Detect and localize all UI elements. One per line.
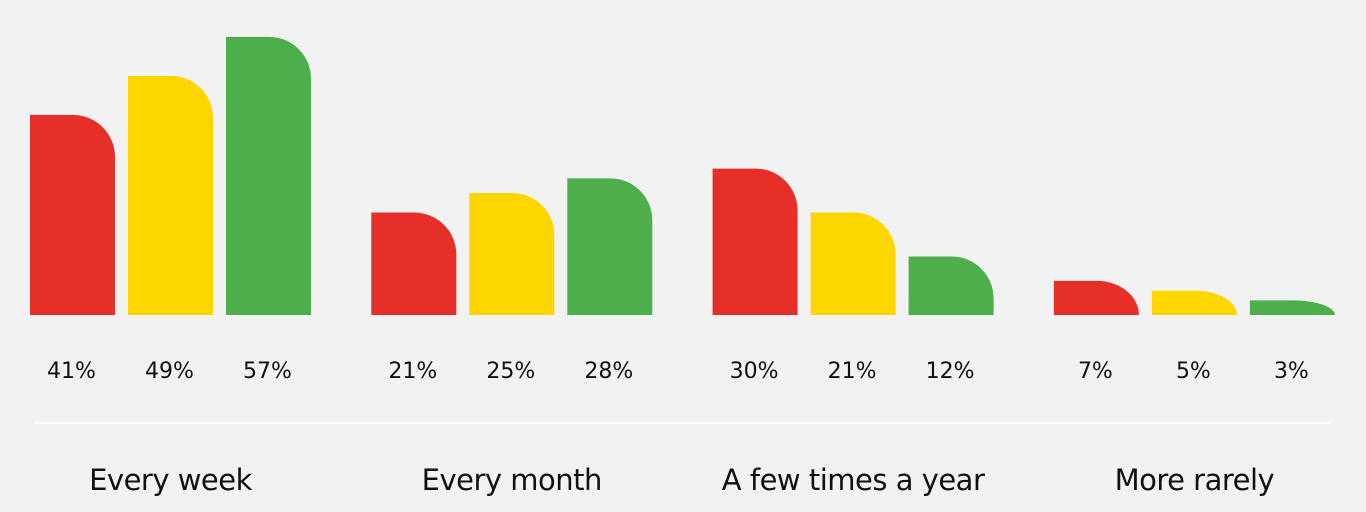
value-label: 41% xyxy=(47,359,96,384)
value-label: 28% xyxy=(584,359,633,384)
category-label: More rarely xyxy=(1115,463,1275,497)
value-label: 30% xyxy=(730,359,779,384)
bar xyxy=(226,36,311,316)
bar xyxy=(810,212,896,315)
bar xyxy=(908,256,994,315)
value-label: 12% xyxy=(926,359,975,384)
category-label: A few times a year xyxy=(722,463,985,497)
value-label: 7% xyxy=(1078,359,1113,384)
category-label: Every week xyxy=(89,463,253,497)
value-label: 49% xyxy=(145,359,194,384)
value-label: 57% xyxy=(243,359,292,384)
bar xyxy=(30,114,115,315)
category-label: Every month xyxy=(422,463,602,497)
bar xyxy=(567,178,653,315)
bar xyxy=(128,75,213,315)
value-label: 25% xyxy=(486,359,535,384)
bar xyxy=(1151,290,1237,315)
value-label: 3% xyxy=(1274,359,1309,384)
value-label: 21% xyxy=(828,359,877,384)
value-label: 21% xyxy=(388,359,437,384)
bar xyxy=(1053,280,1139,315)
bar xyxy=(1249,300,1335,315)
bar xyxy=(469,193,555,315)
bar xyxy=(712,168,798,315)
bar xyxy=(371,212,457,315)
value-label: 5% xyxy=(1176,359,1211,384)
